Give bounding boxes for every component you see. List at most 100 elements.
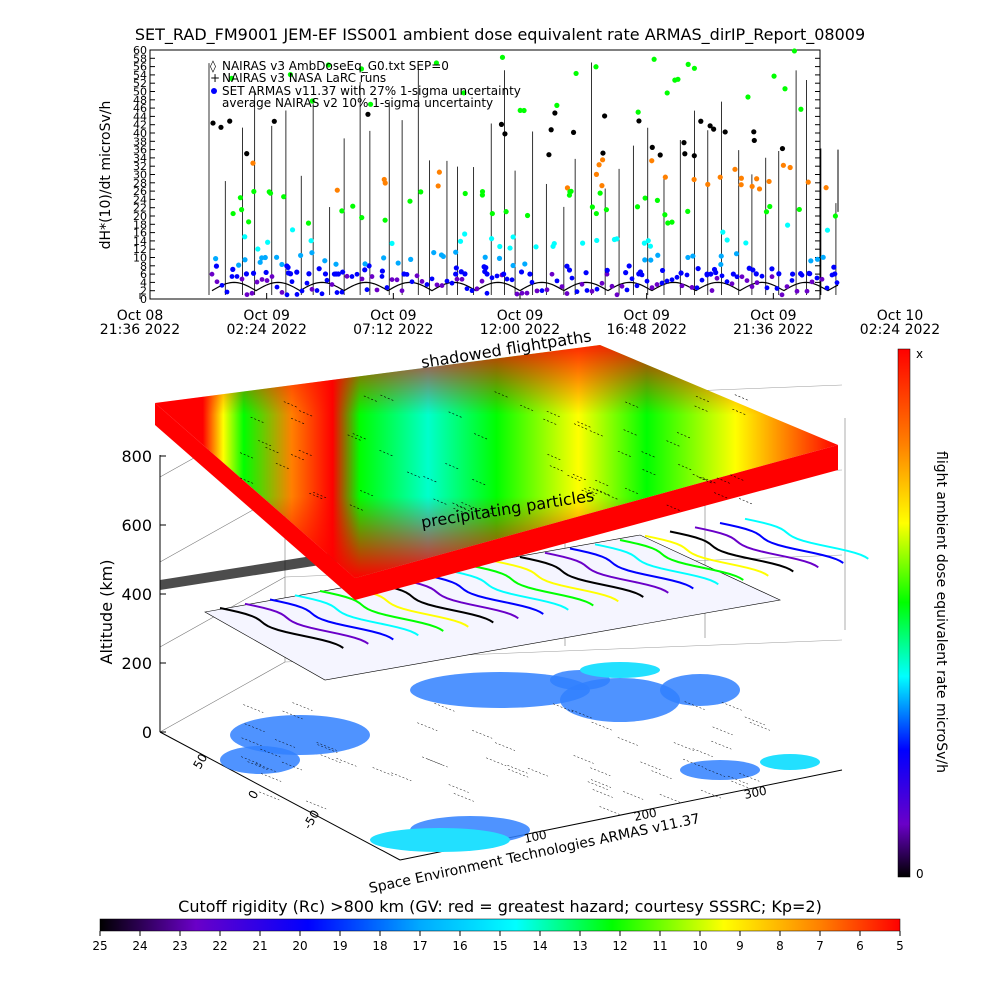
top-sheet-track: [678, 464, 693, 471]
rc-tick-label: 5: [896, 939, 904, 953]
armas-point: [367, 101, 374, 107]
armas-point: [358, 66, 365, 72]
top-sheet-track: [596, 489, 611, 496]
armas-point: [333, 261, 339, 267]
armas-point: [474, 286, 480, 292]
armas-point: [596, 162, 602, 168]
armas-point: [771, 73, 777, 79]
armas-point: [583, 270, 589, 276]
floor-track: [749, 722, 770, 731]
timeseries-data: [208, 48, 840, 298]
armas-point: [431, 249, 437, 256]
orbit-track: [269, 598, 394, 641]
armas-point: [246, 219, 252, 225]
armas-point: [429, 276, 435, 282]
armas-point: [769, 266, 775, 272]
armas-point: [744, 278, 750, 284]
armas-point: [599, 183, 605, 189]
floor-track: [243, 704, 264, 713]
armas-point: [349, 274, 355, 279]
y-tick-label: 32: [133, 160, 147, 173]
altitude-3d-panel: 0 200 400 600 800 50 0 -50 100 200 300 Altitude …: [97, 326, 949, 897]
armas-point: [279, 289, 285, 295]
x-tick-label-time: 07:12 2022: [353, 322, 433, 338]
x-tick-label-date: Oct 09: [497, 308, 543, 324]
rc-tick-label: 22: [212, 939, 227, 953]
armas-point: [619, 283, 625, 289]
orbit-track: [319, 590, 444, 632]
armas-point: [669, 219, 675, 225]
top-sheet-track: [250, 416, 265, 424]
top-sheet-track: [589, 430, 604, 437]
armas-point: [655, 252, 661, 258]
armas-point: [611, 236, 618, 243]
rc-tick-label: 15: [492, 939, 507, 953]
armas-point: [589, 288, 595, 294]
armas-point: [339, 208, 345, 214]
floor-track: [434, 703, 455, 712]
armas-point: [819, 276, 825, 282]
armas-point: [749, 183, 755, 190]
orbit-track: [444, 568, 569, 611]
armas-point: [519, 290, 525, 296]
armas-point: [624, 287, 630, 293]
armas-point: [298, 252, 304, 259]
floor-track: [316, 742, 337, 751]
top-sheet-track: [407, 471, 422, 479]
top-sheet-track: [581, 489, 596, 497]
armas-point: [251, 188, 257, 195]
grid-line: [159, 661, 286, 733]
armas-point: [249, 290, 255, 296]
floor-track: [260, 748, 281, 758]
armas-point: [654, 197, 661, 203]
armas-point: [718, 261, 724, 268]
armas-point: [418, 189, 424, 195]
armas-point: [213, 256, 219, 262]
armas-point: [229, 274, 235, 279]
y-tick-label: 24: [133, 193, 147, 206]
armas-point: [649, 285, 655, 291]
armas-point: [394, 277, 400, 283]
y-tick-label: 10: [133, 252, 147, 265]
armas-point: [681, 140, 687, 146]
armas-point: [325, 62, 331, 68]
floor-track: [587, 781, 608, 790]
y-tick-label: 34: [133, 152, 147, 165]
armas-point: [787, 164, 793, 171]
altitude-ticks: 0 200 400 600 800: [121, 447, 166, 742]
top-sheet-track: [478, 507, 494, 515]
armas-point: [580, 240, 586, 246]
armas-point: [769, 274, 775, 280]
armas-point: [218, 124, 224, 130]
orbit-track: [244, 602, 369, 645]
landmass: [660, 674, 740, 706]
top-sheet-track: [349, 504, 364, 512]
armas-point: [743, 240, 749, 246]
armas-point: [549, 271, 555, 277]
armas-point: [529, 279, 535, 285]
floor-track: [623, 791, 644, 800]
armas-point: [651, 56, 657, 62]
rigidity-colorbar-ticks: 25 24 23 22 21 20 19 18 17 16 15 14 13 12 11 10 9 8 7 6 5: [92, 931, 904, 953]
armas-point: [489, 275, 495, 281]
armas-point: [308, 238, 314, 244]
lat-tick-label: -50: [300, 808, 322, 832]
armas-point: [798, 271, 804, 277]
armas-point: [365, 111, 371, 117]
armas-point: [384, 285, 390, 290]
armas-point: [763, 209, 770, 215]
armas-point: [213, 263, 220, 269]
armas-point: [285, 270, 292, 276]
armas-point: [449, 280, 455, 286]
floor-track: [590, 767, 611, 776]
armas-point: [644, 278, 650, 284]
armas-point: [524, 212, 531, 219]
floor-track: [599, 806, 620, 815]
armas-point: [339, 289, 345, 295]
z-tick-label: 0: [142, 723, 152, 742]
armas-point: [623, 270, 629, 276]
floor-track: [317, 744, 338, 753]
armas-point: [552, 110, 558, 116]
